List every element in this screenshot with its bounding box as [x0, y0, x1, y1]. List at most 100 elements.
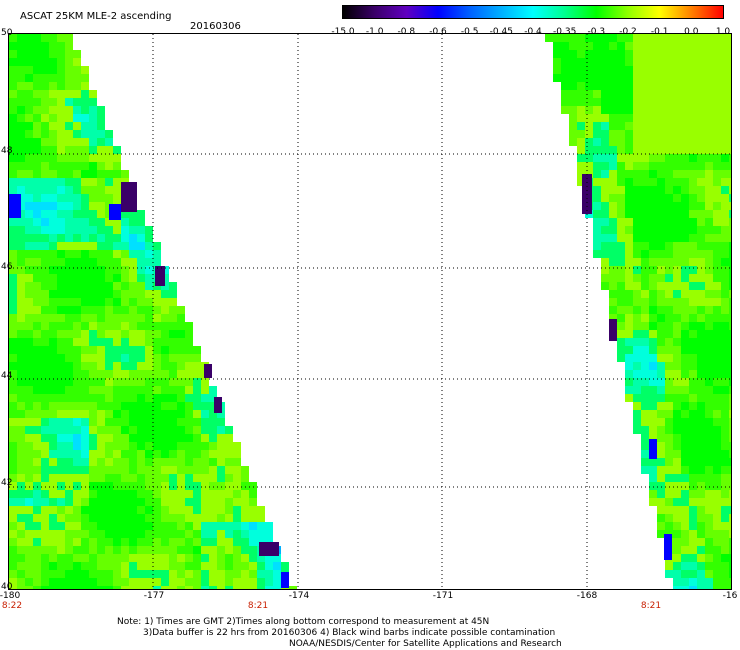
swath-cell [49, 42, 57, 50]
swath-cell [665, 250, 673, 258]
swath-cell [201, 498, 209, 506]
swath-cell [625, 138, 633, 146]
swath-cell [705, 346, 713, 354]
swath-cell [689, 298, 697, 306]
swath-cell [97, 490, 105, 498]
swath-cell [25, 58, 33, 66]
swath-cell [649, 314, 657, 322]
swath-cell [577, 50, 585, 58]
swath-cell [65, 450, 73, 458]
swath-cell [705, 146, 713, 154]
swath-cell [225, 546, 233, 554]
swath-cell [161, 290, 169, 298]
swath-cell [673, 218, 681, 226]
swath-cell [41, 50, 49, 58]
swath-cell [657, 458, 665, 466]
swath-cell [73, 338, 81, 346]
swath-cell [89, 506, 97, 514]
swath-cell [65, 514, 73, 522]
swath-cell [689, 458, 697, 466]
swath-cell [161, 330, 169, 338]
lat-label-40: 40 [1, 582, 13, 592]
swath-cell [633, 266, 641, 274]
swath-cell [97, 298, 105, 306]
swath-plot [9, 34, 731, 589]
swath-cell [161, 298, 169, 306]
swath-cell [697, 338, 705, 346]
swath-cell [65, 194, 73, 202]
swath-cell [241, 530, 249, 538]
swath-cell [65, 106, 73, 114]
swath-cell [33, 242, 41, 250]
swath-cell [17, 410, 25, 418]
swath-cell [601, 162, 609, 170]
swath-cell [569, 98, 577, 106]
swath-cell [665, 82, 673, 90]
swath-cell [217, 482, 225, 490]
swath-cell [673, 42, 681, 50]
swath-cell [201, 442, 209, 450]
swath-cell [609, 130, 617, 138]
swath-cell [625, 354, 633, 362]
swath-cell [137, 322, 145, 330]
swath-cell [97, 394, 105, 402]
swath-cell [593, 218, 601, 226]
swath-cell [65, 554, 73, 562]
swath-cell [9, 498, 17, 506]
color-scale-tick: -0.2 [619, 27, 637, 37]
swath-cell [9, 522, 17, 530]
swath-cell [649, 378, 657, 386]
swath-cell [89, 570, 97, 578]
swath-cell [713, 210, 721, 218]
swath-cell [41, 74, 49, 82]
swath-cell [9, 130, 17, 138]
product-title: ASCAT 25KM MLE-2 ascending [20, 11, 172, 22]
swath-cell [97, 418, 105, 426]
swath-cell [249, 522, 257, 530]
swath-cell [673, 370, 681, 378]
swath-cell [201, 586, 209, 589]
swath-cell [33, 522, 41, 530]
swath-cell [585, 122, 593, 130]
swath-cell [17, 530, 25, 538]
swath-cell [185, 386, 193, 394]
swath-cell [65, 122, 73, 130]
swath-cell [105, 410, 113, 418]
swath-cell [681, 482, 689, 490]
swath-cell [25, 442, 33, 450]
swath-cell [209, 394, 217, 402]
swath-cell [729, 418, 731, 426]
swath-cell [105, 242, 113, 250]
swath-cell [697, 434, 705, 442]
swath-cell [729, 226, 731, 234]
swath-cell [41, 578, 49, 586]
swath-cell [689, 306, 697, 314]
swath-cell [49, 66, 57, 74]
swath-cell [729, 498, 731, 506]
swath-cell [561, 98, 569, 106]
swath-cell [729, 210, 731, 218]
swath-cell [633, 370, 641, 378]
swath-cell [73, 242, 81, 250]
swath-cell [97, 402, 105, 410]
swath-cell [65, 362, 73, 370]
swath-cell [177, 474, 185, 482]
swath-cell [65, 82, 73, 90]
swath-cell [713, 178, 721, 186]
swath-cell [17, 258, 25, 266]
swath-cell [161, 570, 169, 578]
swath-cell [209, 586, 217, 589]
swath-cell [41, 482, 49, 490]
swath-cell [657, 402, 665, 410]
swath-cell [33, 298, 41, 306]
swath-cell [681, 426, 689, 434]
swath-cell [73, 394, 81, 402]
swath-cell [681, 442, 689, 450]
swath-cell [73, 130, 81, 138]
swath-cell [585, 162, 593, 170]
swath-cell [649, 426, 657, 434]
swath-cell [9, 346, 17, 354]
swath-cell [689, 82, 697, 90]
swath-cell [145, 506, 153, 514]
swath-cell [121, 506, 129, 514]
